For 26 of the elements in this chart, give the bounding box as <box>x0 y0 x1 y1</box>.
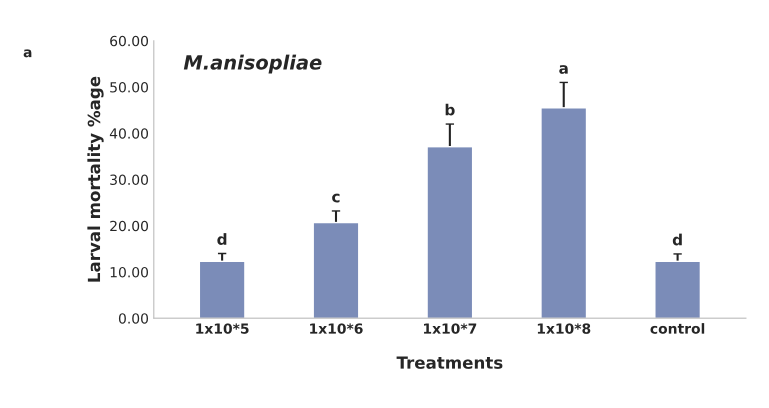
y-tick-label: 0.00 <box>118 313 148 324</box>
annotation: b <box>446 104 455 116</box>
annotation: c <box>332 194 340 202</box>
y-tick-label: 60.00 <box>110 36 148 46</box>
x-tick-label: 1x10*8 <box>538 323 590 334</box>
bar <box>198 260 246 318</box>
bar <box>312 222 360 318</box>
x-axis-title: Treatments <box>396 356 502 369</box>
x-tick-label: 1x10*7 <box>424 323 476 334</box>
bar <box>654 260 702 318</box>
y-tick-label: 40.00 <box>110 128 148 139</box>
bar <box>540 107 588 318</box>
y-tick-label: 30.00 <box>110 174 148 185</box>
y-tick-label: 10.00 <box>110 266 148 278</box>
annotation: d <box>672 234 682 246</box>
annotation: d <box>217 233 226 245</box>
bar <box>426 146 474 318</box>
annotation: a <box>559 65 568 74</box>
y-tick-label: 20.00 <box>110 220 148 232</box>
x-tick-label: control <box>650 323 704 334</box>
y-axis-title: Larval mortality %age <box>87 76 104 282</box>
x-tick-label: 1x10*6 <box>310 323 363 334</box>
text: a <box>24 49 32 58</box>
y-tick-label: 50.00 <box>110 82 148 93</box>
text: M.anisopliae <box>184 54 322 74</box>
x-tick-label: 1x10*5 <box>196 323 249 334</box>
